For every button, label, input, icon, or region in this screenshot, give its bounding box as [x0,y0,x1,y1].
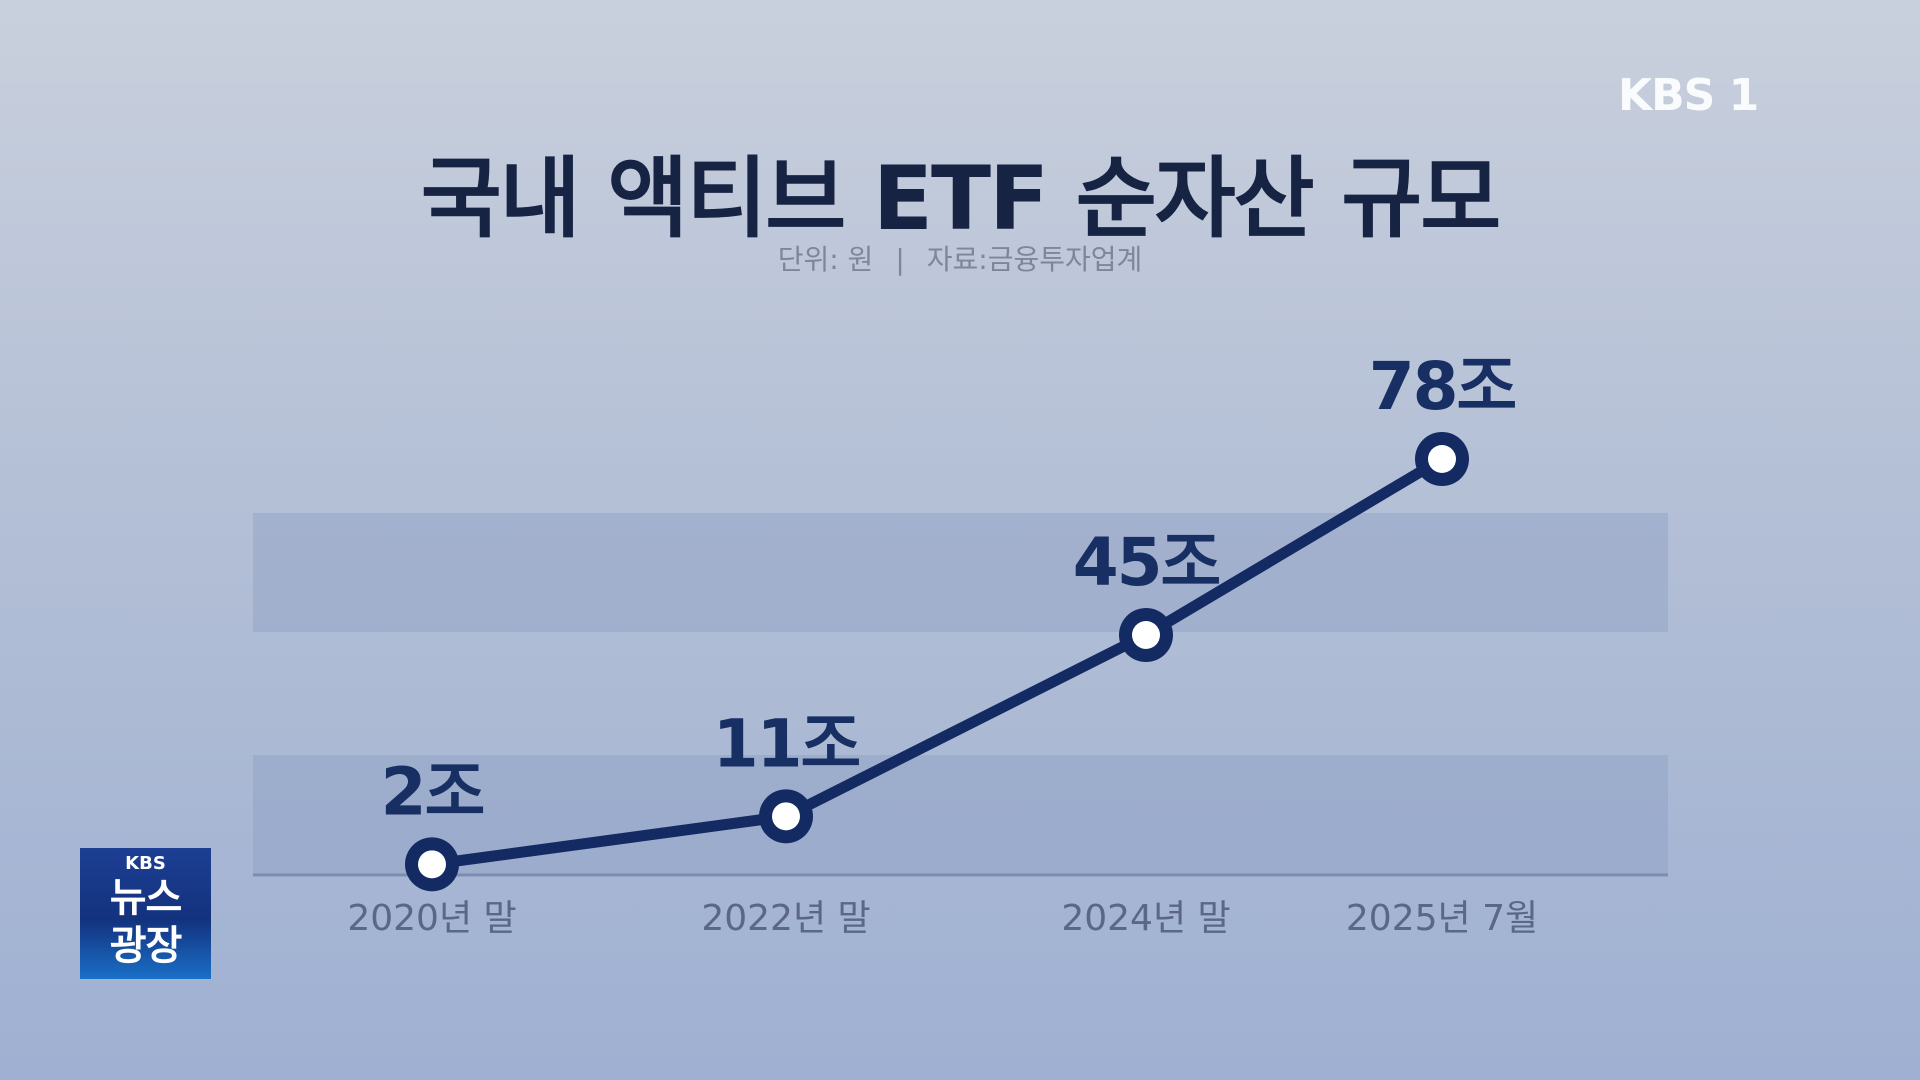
channel-logo: KBS 1 [1618,70,1759,121]
show-badge-network: KBS [125,853,166,874]
unit-label: 단위: 원 [777,243,874,276]
show-badge-name-2: 광장 [109,923,183,969]
data-point-4-center [1428,445,1456,473]
x-tick-label-3: 2024년 말 [1061,898,1230,939]
show-badge: KBS 뉴스 광장 [80,848,211,979]
chart-title: 국내 액티브 ETF 순자산 규모 [420,147,1501,250]
data-point-1-center [418,850,446,879]
source-label: 자료:금융투자업계 [926,243,1143,276]
show-badge-name-1: 뉴스 [109,875,183,921]
chart-subtitle: 단위: 원 | 자료:금융투자업계 [0,238,1920,278]
x-tick-label-1: 2020년 말 [347,898,516,939]
series-line [426,453,1448,870]
x-tick-label-2: 2022년 말 [701,898,870,939]
x-tick-label-4: 2025년 7월 [1346,898,1538,939]
value-label-2: 11조 [713,705,860,782]
subtitle-separator: | [895,243,905,276]
value-label-1: 2조 [381,753,484,830]
value-label-3: 45조 [1073,524,1220,601]
data-point-3-center [1132,621,1160,649]
data-point-2-center [772,802,800,831]
grid-band-2 [253,513,1668,632]
value-label-4: 78조 [1369,348,1516,425]
